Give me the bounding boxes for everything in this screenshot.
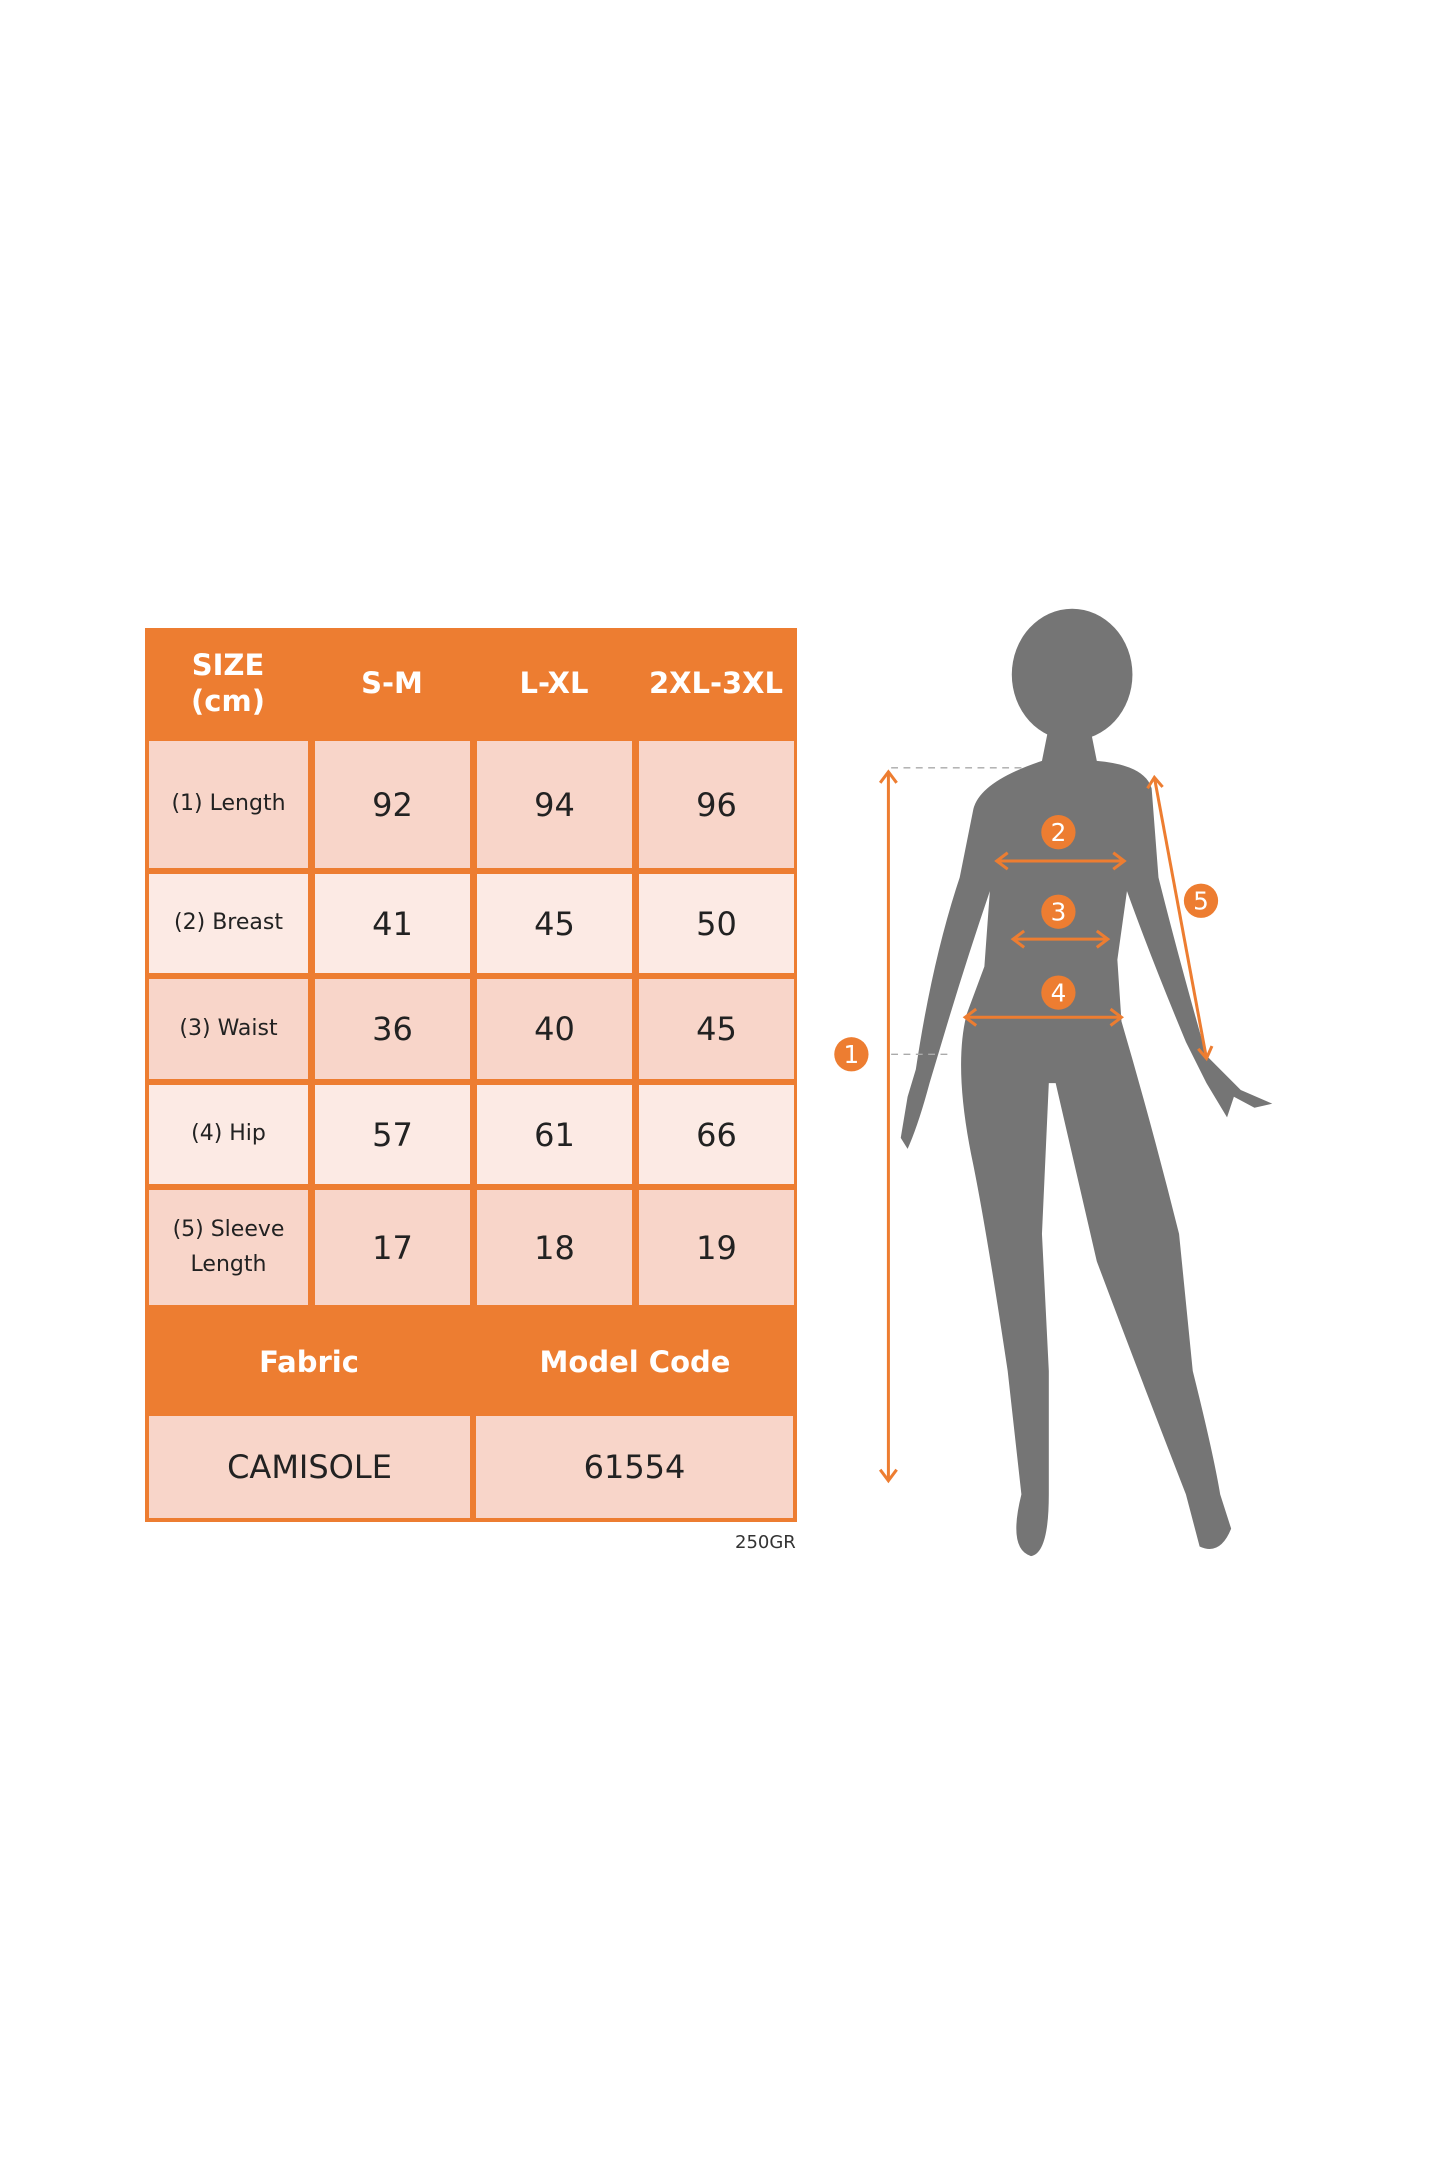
measurement-value: 45 bbox=[639, 979, 794, 1079]
marker-number: 3 bbox=[1051, 898, 1067, 927]
waist-arrow bbox=[1010, 929, 1111, 949]
row-label: (4) Hip bbox=[149, 1085, 308, 1184]
marker-2: 2 bbox=[1041, 815, 1076, 850]
marker-4: 4 bbox=[1041, 975, 1076, 1010]
measurement-value: 40 bbox=[477, 979, 632, 1079]
marker-number: 5 bbox=[1193, 887, 1209, 916]
marker-3: 3 bbox=[1041, 894, 1076, 929]
weight-note: 250GR bbox=[735, 1532, 796, 1553]
measurement-value: 19 bbox=[639, 1190, 794, 1305]
silhouette bbox=[900, 608, 1273, 1557]
fabric-header: Fabric bbox=[259, 1344, 359, 1379]
marker-number: 4 bbox=[1051, 979, 1067, 1008]
measurement-value: 45 bbox=[477, 874, 632, 973]
row-label: (1) Length bbox=[149, 741, 308, 868]
header-size-cm: SIZE (cm) bbox=[191, 647, 265, 718]
breast-arrow bbox=[994, 851, 1127, 871]
measurement-value: 96 bbox=[639, 741, 794, 868]
row-label: (5) Sleeve Length bbox=[149, 1190, 308, 1305]
model-code-header: Model Code bbox=[539, 1344, 731, 1379]
measurement-value: 66 bbox=[639, 1085, 794, 1184]
measurement-value: 50 bbox=[639, 874, 794, 973]
measurement-value: 94 bbox=[477, 741, 632, 868]
measurement-value: 57 bbox=[315, 1085, 470, 1184]
measurement-value: 41 bbox=[315, 874, 470, 973]
fabric-value: CAMISOLE bbox=[149, 1416, 470, 1518]
row-label: (3) Waist bbox=[149, 979, 308, 1079]
marker-1: 1 bbox=[834, 1037, 869, 1072]
measurement-value: 92 bbox=[315, 741, 470, 868]
measurement-value: 18 bbox=[477, 1190, 632, 1305]
header-size: 2XL-3XL bbox=[648, 665, 784, 700]
measurement-value: 17 bbox=[315, 1190, 470, 1305]
model-code-value: 61554 bbox=[476, 1416, 793, 1518]
marker-number: 2 bbox=[1051, 818, 1067, 847]
length-arrow bbox=[878, 769, 898, 1484]
measurement-value: 61 bbox=[477, 1085, 632, 1184]
hip-arrow bbox=[962, 1007, 1124, 1027]
silhouette-body bbox=[900, 726, 1273, 1557]
marker-5: 5 bbox=[1183, 883, 1219, 918]
marker-number: 1 bbox=[844, 1040, 860, 1069]
header-size: S-M bbox=[361, 665, 423, 700]
sleeve-arrow bbox=[1146, 774, 1214, 1062]
header-size: L-XL bbox=[519, 665, 589, 700]
measurement-value: 36 bbox=[315, 979, 470, 1079]
row-label: (2) Breast bbox=[149, 874, 308, 973]
size-chart-table: SIZE (cm) S-M L-XL 2XL-3XL (1) Length 92 9… bbox=[145, 628, 797, 1522]
silhouette-head bbox=[1011, 608, 1133, 741]
